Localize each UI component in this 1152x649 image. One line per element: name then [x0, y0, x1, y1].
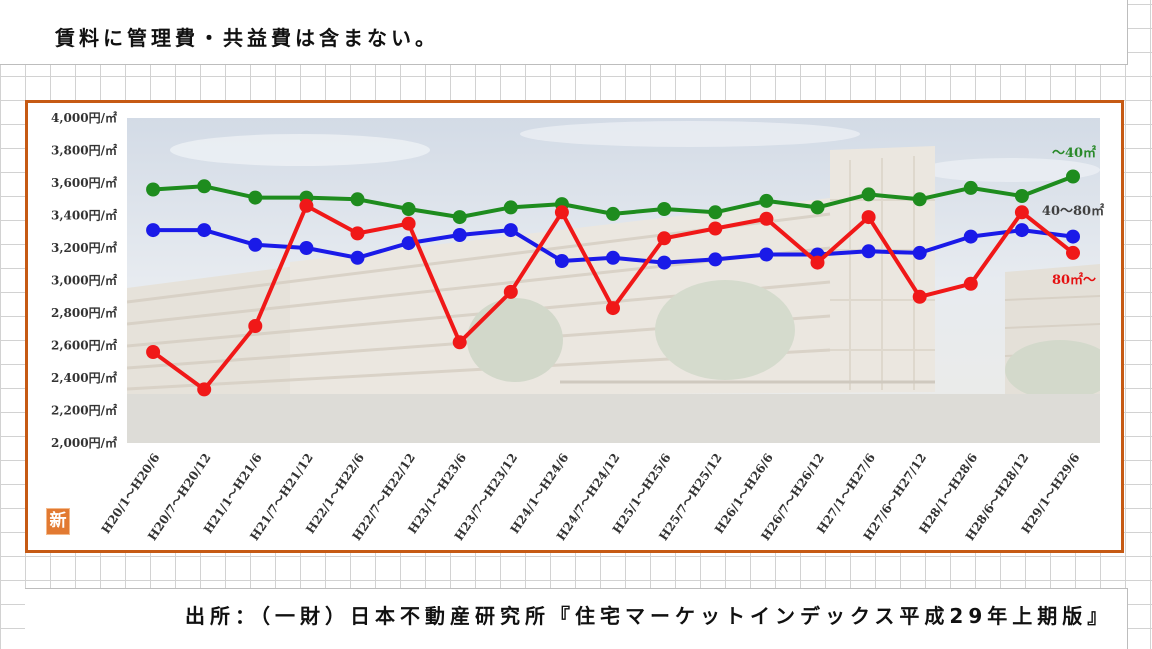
legend-label-up-to-40sqm: ～40㎡: [1052, 145, 1096, 161]
series-up-to-40sqm-point: [1066, 169, 1080, 184]
series-up-to-40sqm-point: [963, 180, 978, 195]
series-80sqm-plus-point: [299, 198, 314, 213]
series-80sqm-plus-point: [861, 210, 876, 225]
series-80sqm-plus-point: [912, 289, 927, 304]
series-layer: [146, 169, 1080, 397]
y-tick-label: 3,200円/㎡: [51, 240, 117, 255]
x-tick-label: H29/1～H29/6: [1019, 451, 1083, 536]
series-80sqm-plus-point: [248, 319, 263, 333]
series-80sqm-plus-point: [401, 216, 416, 231]
series-40-to-80sqm-point: [912, 245, 927, 260]
series-up-to-40sqm-point: [452, 210, 467, 225]
series-80sqm-plus-point: [657, 231, 672, 246]
series-40-to-80sqm-point: [146, 223, 161, 238]
series-up-to-40sqm-point: [197, 179, 212, 194]
series-80sqm-plus-point: [146, 345, 161, 359]
header-panel: 賃料に管理費・共益費は含まない。: [0, 0, 1128, 65]
y-tick-label: 2,600円/㎡: [51, 338, 117, 353]
series-up-to-40sqm-point: [861, 187, 876, 202]
series-80sqm-plus-point: [1014, 205, 1029, 220]
series-40-to-80sqm-point: [554, 254, 569, 268]
series-up-to-40sqm-point: [657, 202, 672, 216]
y-tick-label: 2,800円/㎡: [51, 305, 117, 320]
series-40-to-80sqm-point: [963, 229, 978, 244]
series-40-to-80sqm-point: [350, 250, 365, 265]
series-80sqm-plus-point: [503, 284, 518, 299]
page-note: 賃料に管理費・共益費は含まない。: [55, 26, 439, 50]
series-40-to-80sqm-point: [503, 223, 518, 238]
series-40-to-80sqm-point: [759, 247, 774, 262]
series-40-to-80sqm: [146, 223, 1080, 270]
series-80sqm-plus-point: [554, 205, 569, 220]
series-up-to-40sqm-point: [146, 182, 161, 197]
x-axis-labels: H20/1～H20/6H20/7～H20/12H21/1～H21/6H21/7～…: [99, 451, 1083, 543]
series-80sqm-plus-point: [810, 255, 825, 270]
source-citation: 出所：（一財）日本不動産研究所『住宅マーケットインデックス平成29年上期版』: [185, 604, 1113, 628]
legend-label-40-to-80sqm: 40～80㎡: [1042, 203, 1104, 219]
legend-label-80sqm-plus: 80㎡～: [1052, 272, 1096, 288]
series-up-to-40sqm: [146, 169, 1080, 225]
series-80sqm-plus: [146, 198, 1080, 397]
series-up-to-40sqm-point: [248, 190, 263, 205]
y-axis-labels: 2,000円/㎡ 2,200円/㎡ 2,400円/㎡ 2,600円/㎡ 2,800円/㎡…: [51, 110, 117, 450]
series-80sqm-plus-point: [350, 226, 365, 241]
series-up-to-40sqm-point: [708, 205, 723, 220]
series-40-to-80sqm-point: [197, 223, 212, 238]
footer-panel: [25, 588, 1128, 649]
y-tick-label: 3,600円/㎡: [51, 175, 117, 190]
series-80sqm-plus-point: [759, 211, 774, 226]
series-80sqm-plus-point: [606, 301, 620, 316]
series-40-to-80sqm-point: [1066, 229, 1080, 244]
series-up-to-40sqm-point: [503, 200, 518, 215]
y-tick-label: 2,200円/㎡: [51, 403, 117, 418]
series-80sqm-plus-point: [963, 276, 978, 291]
series-40-to-80sqm-point: [708, 252, 723, 267]
y-tick-label: 4,000円/㎡: [51, 110, 117, 125]
series-up-to-40sqm-point: [1014, 189, 1029, 203]
series-up-to-40sqm-point: [606, 206, 620, 221]
series-40-to-80sqm-point: [657, 255, 672, 270]
series-up-to-40sqm-point: [810, 200, 825, 215]
series-40-to-80sqm-point: [248, 237, 263, 252]
series-40-to-80sqm-point: [861, 244, 876, 259]
series-up-to-40sqm-point: [912, 192, 927, 207]
series-40-to-80sqm-point: [606, 250, 620, 265]
series-40-to-80sqm-point: [452, 228, 467, 242]
legend: ～40㎡ 40～80㎡ 80㎡～: [1042, 145, 1104, 288]
series-80sqm-plus-point: [197, 382, 212, 397]
y-tick-label: 3,800円/㎡: [51, 143, 117, 158]
series-up-to-40sqm-point: [350, 192, 365, 207]
new-badge-icon: 新: [46, 508, 70, 535]
series-40-to-80sqm-point: [401, 236, 416, 251]
series-80sqm-plus-point: [708, 221, 723, 236]
series-40-to-80sqm-point: [299, 241, 314, 255]
series-80sqm-plus-point: [452, 335, 467, 350]
y-tick-label: 2,000円/㎡: [51, 435, 117, 450]
y-tick-label: 2,400円/㎡: [51, 370, 117, 385]
series-40-to-80sqm-point: [1014, 223, 1029, 238]
y-tick-label: 3,400円/㎡: [51, 208, 117, 223]
y-tick-label: 3,000円/㎡: [51, 273, 117, 288]
series-80sqm-plus-point: [1066, 245, 1080, 260]
series-up-to-40sqm-point: [401, 202, 416, 216]
series-up-to-40sqm-point: [759, 193, 774, 208]
